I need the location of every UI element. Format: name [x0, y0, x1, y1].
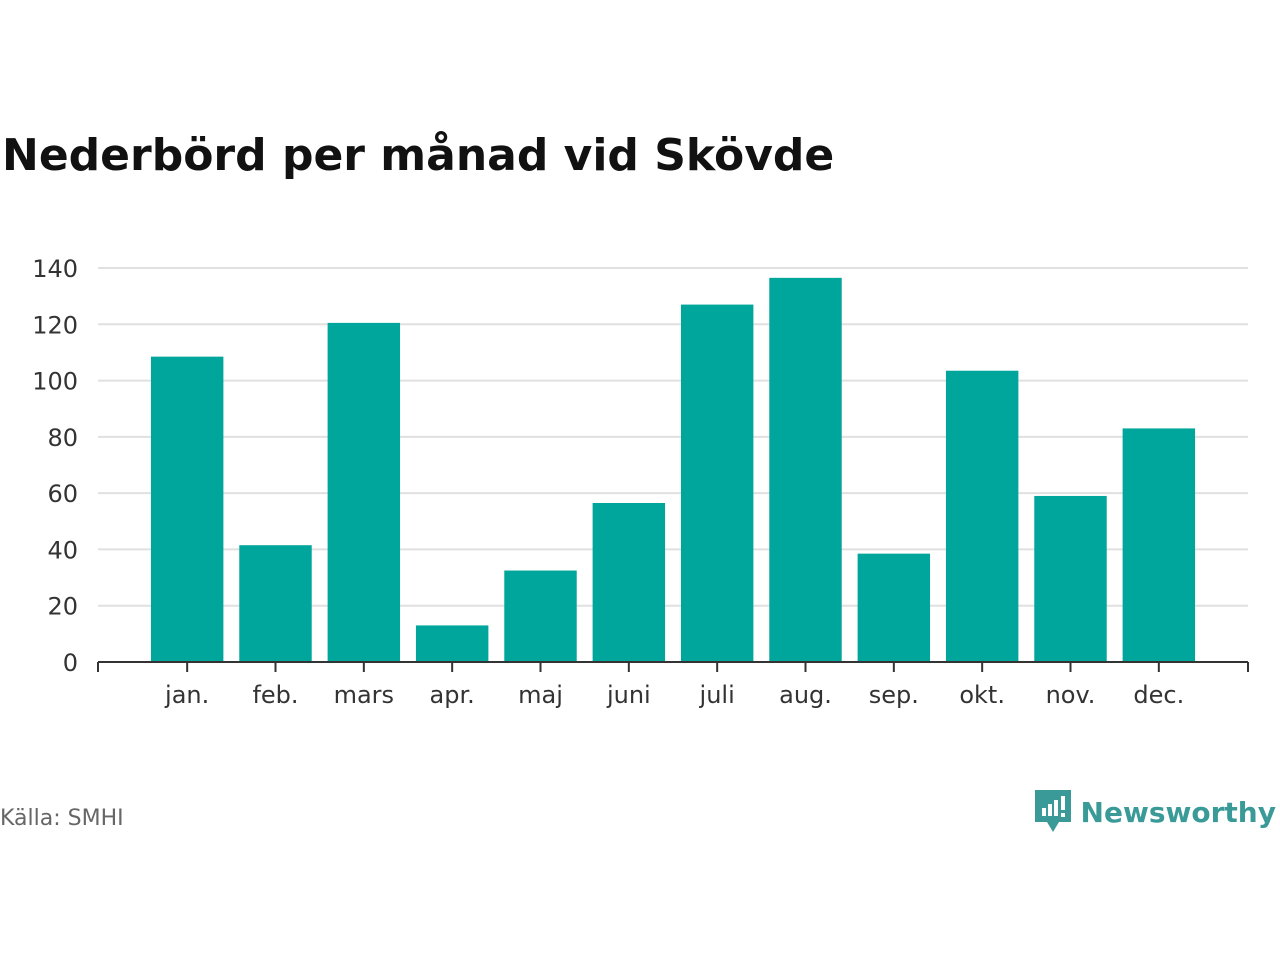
chart-title: Nederbörd per månad vid Skövde	[2, 130, 835, 181]
x-tick-label: apr.	[430, 681, 475, 709]
bar-8	[769, 277, 842, 662]
bar-1	[150, 356, 224, 662]
x-tick-label: maj	[518, 681, 563, 709]
x-axis	[97, 661, 1249, 672]
x-axis-tick-labels: jan. feb. mars apr. maj juni juli aug. sep. okt. n…	[164, 681, 1184, 709]
x-tick-label: mars	[334, 681, 394, 709]
y-tick-label: 60	[47, 480, 78, 508]
y-tick-label: 100	[32, 368, 78, 396]
bar-5	[504, 570, 577, 662]
bar-11	[1034, 495, 1107, 662]
brand-logo: Newsworthy	[1034, 790, 1276, 834]
x-tick-label: feb.	[252, 681, 298, 709]
bar-10	[945, 370, 1019, 662]
bar-6	[592, 502, 666, 662]
y-tick-label: 120	[32, 311, 78, 339]
source-note: Källa: SMHI	[0, 806, 124, 831]
brand-name: Newsworthy	[1080, 795, 1276, 829]
bar-4	[415, 625, 489, 662]
y-tick-label: 20	[47, 593, 78, 621]
y-tick-label: 80	[47, 424, 78, 452]
bar-2	[239, 545, 312, 662]
x-tick-label: jan.	[164, 681, 209, 709]
bar-12	[1122, 428, 1196, 662]
bars	[150, 277, 1196, 662]
x-tick-label: okt.	[959, 681, 1005, 709]
y-axis-tick-labels: 0 20 40 60 80 100 120 140	[32, 255, 78, 677]
x-tick-label: dec.	[1133, 681, 1184, 709]
bar-chart: 0 20 40 60 80 100 120 140 jan. feb. mars apr. maj ju…	[32, 255, 1249, 709]
x-tick-label: aug.	[779, 681, 832, 709]
y-tick-label: 0	[63, 649, 78, 677]
y-tick-label: 40	[47, 536, 78, 564]
x-tick-label: juni	[606, 681, 651, 709]
x-tick-label: juli	[699, 681, 735, 709]
x-tick-label: sep.	[869, 681, 919, 709]
y-tick-label: 140	[32, 255, 78, 283]
bar-9	[857, 553, 931, 662]
bar-7	[680, 304, 754, 662]
bar-3	[327, 322, 401, 662]
x-tick-label: nov.	[1046, 681, 1096, 709]
newsworthy-logo-icon	[1034, 790, 1071, 832]
